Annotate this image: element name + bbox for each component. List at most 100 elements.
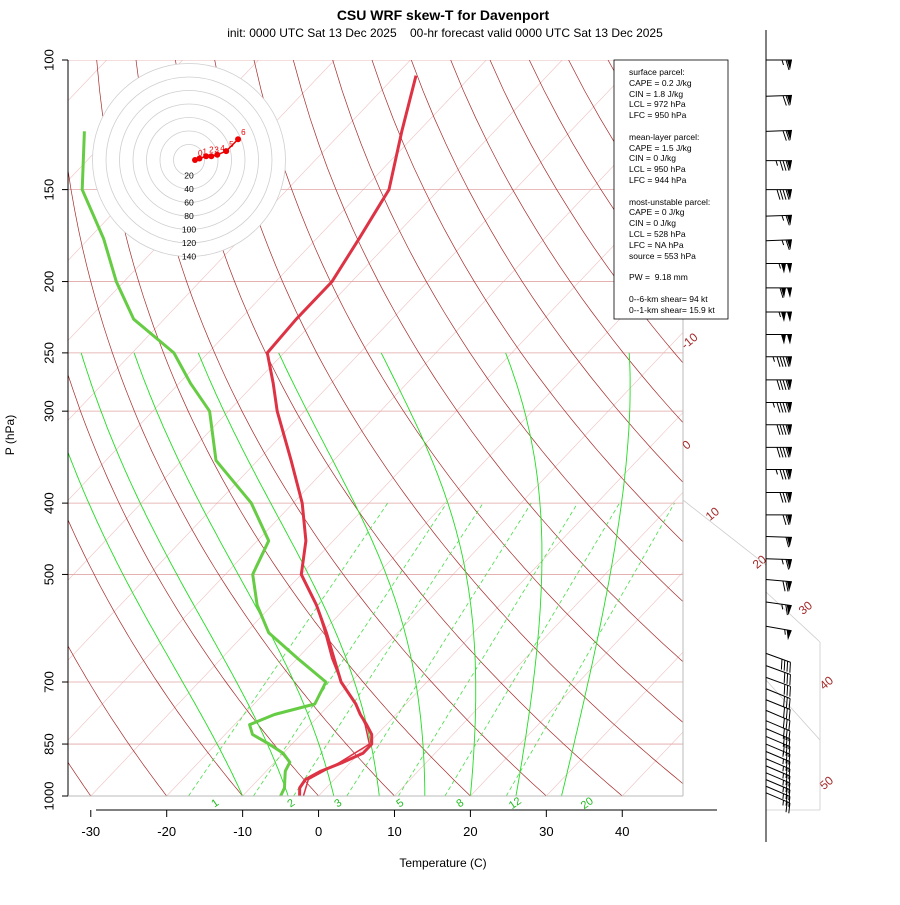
wind-barb: [766, 356, 792, 367]
wind-barb: [766, 189, 792, 200]
hodograph-ring: [105, 76, 273, 244]
hodograph-point-label: 1: [202, 148, 207, 157]
hodograph-ring: [119, 90, 259, 230]
chart-subtitle: init: 0000 UTC Sat 13 Dec 2025 00-hr for…: [227, 26, 663, 40]
hodograph-point: [214, 151, 221, 158]
hodograph-ring-label: 60: [184, 198, 194, 208]
hodograph-point: [196, 155, 203, 162]
y-tick-label: 300: [41, 400, 56, 422]
dry-adiabat: [292, 60, 683, 663]
wind-barb: [765, 579, 792, 592]
isotherm-line: [68, 60, 411, 421]
wind-barb: [765, 709, 791, 731]
info-mu-lfc: LFC = NA hPa: [629, 240, 684, 250]
wind-barb: [765, 625, 792, 641]
hodograph-ring: [173, 144, 205, 176]
info-shear-1km: 0--1-km shear= 15.9 kt: [629, 305, 715, 315]
wind-barb: [766, 333, 792, 345]
moist-adiabat: [561, 352, 631, 796]
wind-barb: [765, 239, 793, 251]
isotherm-line: [394, 491, 683, 796]
hodograph-point: [208, 153, 215, 160]
info-mean-cin: CIN = 0 J/kg: [629, 153, 676, 163]
wind-barb: [765, 758, 791, 780]
dry-adiabat: [332, 60, 683, 603]
hodograph: 20 40 60 80 100 120 140 0 1 2 3 4 56: [92, 63, 286, 262]
wind-barb: [766, 160, 792, 171]
wind-barb: [765, 785, 791, 807]
info-mu-cape: CAPE = 0 J/kg: [629, 207, 685, 217]
info-mean-lcl: LCL = 950 hPa: [629, 164, 686, 174]
info-surface-lcl: LCL = 972 hPa: [629, 99, 686, 109]
hodograph-point-label: 2: [209, 145, 214, 154]
x-tick-label: 20: [463, 824, 477, 839]
wind-barb: [765, 665, 791, 685]
wind-barb: [765, 214, 793, 226]
isotherm-line: [774, 60, 900, 796]
info-mean-lfc: LFC = 944 hPa: [629, 175, 687, 185]
wind-barb: [765, 601, 792, 616]
y-tick-label: 700: [41, 671, 56, 693]
dry-adiabat: [726, 60, 900, 796]
isotherm-line: [546, 651, 683, 796]
moist-adiabat: [278, 352, 426, 796]
wind-barb: [765, 94, 793, 106]
x-tick-label: 30: [539, 824, 553, 839]
y-tick-label: 400: [41, 492, 56, 514]
x-tick-label: -20: [157, 824, 176, 839]
info-surface-cin: CIN = 1.8 J/kg: [629, 89, 683, 99]
y-tick-label: 200: [41, 271, 56, 293]
isotherm-line: [698, 60, 900, 796]
info-mu-header: most-unstable parcel:: [629, 197, 710, 207]
sounding-series: [80, 75, 418, 796]
mixing-ratio-line: [293, 502, 484, 796]
wind-barb: [765, 558, 793, 570]
info-mean-header: mean-layer parcel:: [629, 132, 699, 142]
wind-barb: [765, 779, 791, 801]
dry-adiabat: [253, 60, 683, 723]
plot-extension-edge: [765, 679, 821, 741]
hodograph-ring-label: 140: [182, 252, 196, 262]
plot-extension-edge: [682, 499, 767, 566]
x-tick-label: 0: [315, 824, 322, 839]
wind-barb: [765, 699, 791, 720]
hodograph-point-label: 3: [214, 145, 219, 154]
wind-barb: [765, 743, 791, 765]
isotherm-label: 30: [796, 598, 815, 618]
dry-adiabat: [68, 518, 243, 796]
moist-adiabat: [197, 352, 380, 796]
wind-barb: [765, 751, 791, 773]
isotherm-label: -10: [678, 330, 701, 352]
y-tick-label: 500: [41, 564, 56, 586]
dry-adiabat: [410, 60, 683, 483]
mixing-ratio-line: [398, 502, 578, 796]
info-box-frame: [613, 59, 729, 320]
wind-barb: [766, 424, 792, 435]
hodograph-ring: [159, 130, 219, 190]
chart-title: CSU WRF skew-T for Davenport: [337, 7, 550, 23]
info-surface-cape: CAPE = 0.2 J/kg: [629, 78, 692, 88]
y-tick-label: 150: [41, 179, 56, 201]
wind-barb: [765, 728, 791, 750]
dry-adiabat: [135, 60, 547, 796]
mixing-ratio-line: [505, 502, 675, 796]
wind-barbs: [765, 30, 793, 842]
info-surface-header: surface parcel:: [629, 67, 685, 77]
wind-barb: [766, 492, 792, 503]
dewpoint-trace: [80, 131, 328, 796]
wind-barb: [765, 792, 791, 814]
hodograph-point-label: 5: [229, 140, 234, 149]
isotherm-line: [470, 571, 683, 796]
x-tick-label: 40: [615, 824, 629, 839]
wind-barb: [765, 688, 791, 709]
isotherm-line: [242, 332, 683, 796]
hodograph-ring: [92, 63, 286, 257]
moist-adiabat: [68, 451, 244, 796]
hodograph-ring-label: 100: [182, 225, 196, 235]
y-tick-label: 250: [41, 342, 56, 364]
dry-adiabat: [489, 60, 683, 364]
moist-adiabat: [80, 352, 289, 796]
